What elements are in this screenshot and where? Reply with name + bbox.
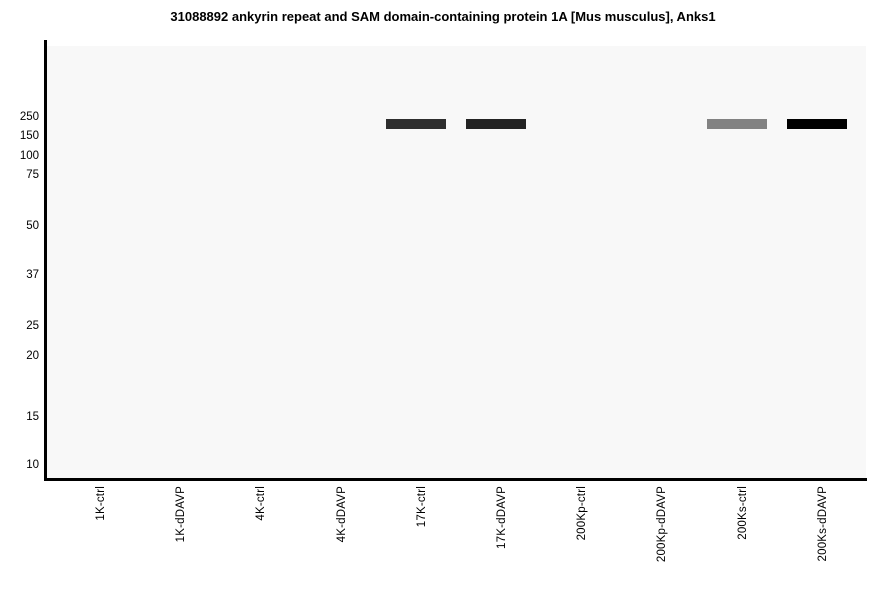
gel-band xyxy=(466,118,526,129)
x-lane-label: 17K-dDAVP xyxy=(496,486,508,549)
x-lane-label: 1K-dDAVP xyxy=(175,486,188,543)
gel-band xyxy=(706,118,767,129)
x-lane-label: 17K-ctrl xyxy=(415,486,428,528)
y-tick-label: 100 xyxy=(19,150,39,163)
y-tick-label: 25 xyxy=(26,319,39,332)
y-tick-label: 75 xyxy=(26,169,39,182)
chart-title: 31088892 ankyrin repeat and SAM domain-c… xyxy=(170,9,716,24)
x-lane-label: 4K-ctrl xyxy=(255,486,268,521)
gel-band xyxy=(786,118,847,129)
x-lane-label: 1K-ctrl xyxy=(95,486,107,521)
x-lane-label: 200Ks-ctrl xyxy=(736,486,749,540)
x-lane-label: 200Kp-ctrl xyxy=(576,486,589,541)
plot-background xyxy=(47,46,866,478)
y-tick-label: 37 xyxy=(26,269,39,282)
y-tick-label: 150 xyxy=(19,130,39,143)
y-tick-label: 10 xyxy=(26,458,39,471)
x-lane-label: 200Kp-dDAVP xyxy=(656,486,669,563)
x-lane-label: 4K-dDAVP xyxy=(335,486,348,543)
gel-band xyxy=(385,118,446,129)
y-axis-line xyxy=(44,40,47,481)
x-axis-line xyxy=(44,478,867,481)
y-tick-label: 15 xyxy=(26,410,39,423)
x-lane-label: 200Ks-dDAVP xyxy=(816,486,829,562)
y-tick-label: 20 xyxy=(26,350,39,363)
y-tick-label: 50 xyxy=(26,219,39,232)
y-tick-label: 250 xyxy=(19,110,39,123)
